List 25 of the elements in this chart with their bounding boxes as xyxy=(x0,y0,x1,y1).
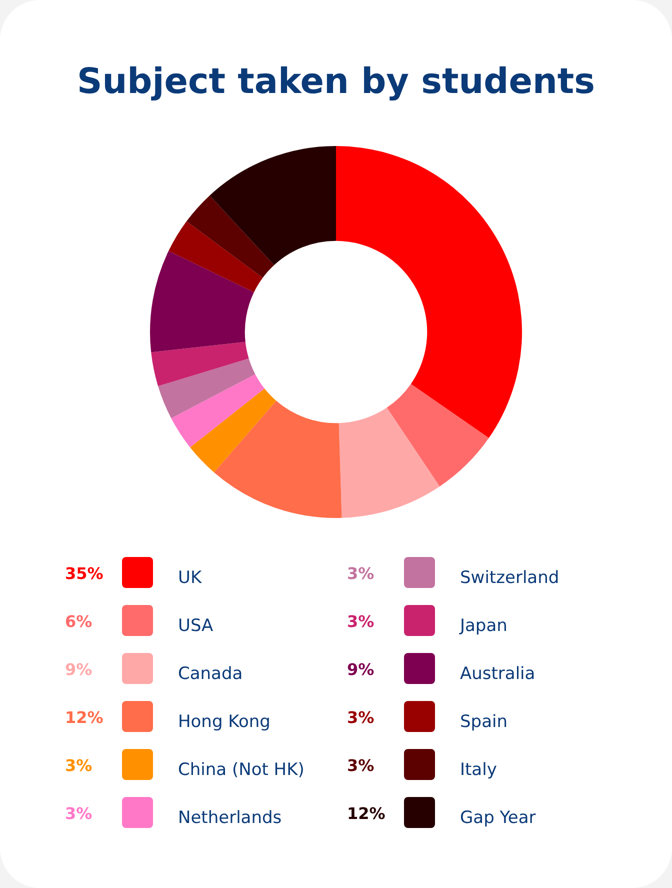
data-label: 35% xyxy=(65,564,104,584)
legend-label: Canada xyxy=(178,662,243,684)
chart-title: Subject taken by students xyxy=(76,61,596,103)
data-label: 3% xyxy=(347,612,374,632)
data-label: 9% xyxy=(65,660,92,680)
legend-label: Switzerland xyxy=(460,566,560,588)
data-label: 6% xyxy=(65,612,92,632)
data-label: 3% xyxy=(347,756,374,776)
data-label: 12% xyxy=(347,804,386,824)
data-label: 3% xyxy=(347,708,374,728)
legend-label: Australia xyxy=(460,662,536,684)
data-label: 3% xyxy=(65,804,92,824)
legend-label: Netherlands xyxy=(178,806,282,828)
legend-label: UK xyxy=(178,566,202,588)
legend-label: Spain xyxy=(460,710,508,732)
legend-label: Italy xyxy=(460,758,497,780)
legend-label: Japan xyxy=(460,614,508,636)
data-label: 3% xyxy=(65,756,92,776)
data-label: 3% xyxy=(347,564,374,584)
legend-label: China (Not HK) xyxy=(178,758,304,780)
legend-label: USA xyxy=(178,614,214,636)
data-label: 9% xyxy=(347,660,374,680)
data-label: 12% xyxy=(65,708,104,728)
legend-label: Gap Year xyxy=(460,806,536,828)
legend-label: Hong Kong xyxy=(178,710,270,732)
